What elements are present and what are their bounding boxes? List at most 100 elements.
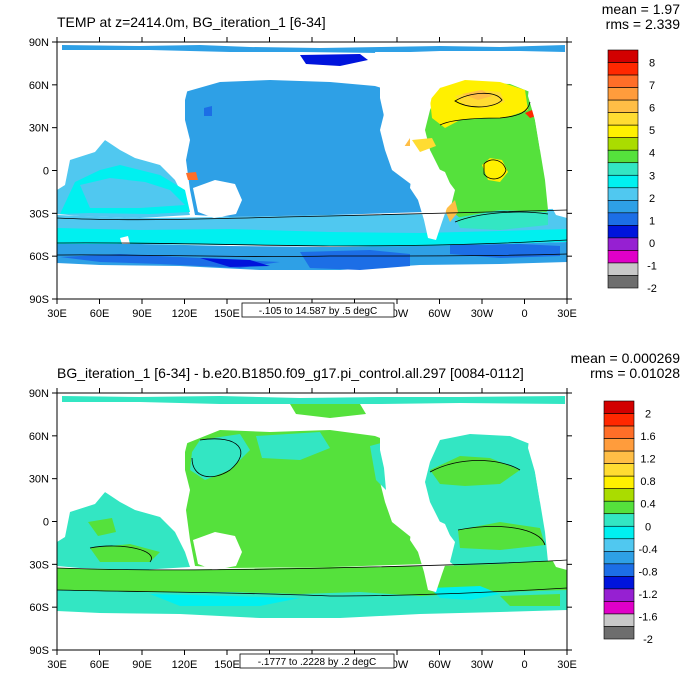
top-colorbar-swatch: [607, 87, 639, 101]
bottom-contour-line-3: [429, 460, 521, 473]
top-colorbar-label: 4: [649, 148, 655, 160]
bottom-lon-label: 0: [521, 659, 527, 671]
bottom-colorbar-swatch: [603, 513, 635, 527]
bottom-contour-line-1: [57, 587, 567, 597]
top-colorbar-label: -1: [647, 260, 657, 272]
top-colorbar-swatch: [607, 275, 639, 289]
bottom-land-australia: [193, 532, 242, 570]
bottom-land-greenland: [440, 404, 500, 432]
top-colorbar-swatch: [607, 250, 639, 264]
top-blue-spot-okhotsk: [204, 106, 212, 116]
top-rms-label: rms = 2.339: [606, 16, 681, 32]
bottom-lon-label: 30E: [557, 659, 577, 671]
bottom-panel-title: BG_iteration_1 [6-34] - b.e20.B1850.f09_…: [57, 365, 524, 381]
bottom-colorbar-swatch: [603, 563, 635, 577]
top-colorbar-swatch: [607, 200, 639, 214]
top-colorbar-label: 8: [649, 58, 655, 70]
bottom-southern-ocean-cool-2: [150, 594, 300, 606]
top-colorbar-swatch: [607, 225, 639, 239]
bottom-colorbar-swatch: [603, 400, 635, 414]
top-colorbar-swatch: [607, 162, 639, 176]
bottom-southern-ocean-green-1: [500, 594, 560, 606]
top-arctic-ocean: [62, 45, 565, 53]
bottom-lon-label: 150E: [214, 659, 240, 671]
top-atlantic-yellow-gulf: [412, 138, 436, 152]
bottom-colorbar-label: 0: [645, 521, 651, 533]
bottom-arctic-north: [290, 404, 366, 418]
top-land-eurasia-1: [57, 52, 190, 158]
bottom-lon-label: 30E: [47, 659, 67, 671]
top-colorbar-label: 2: [649, 193, 655, 205]
top-lon-label: 30E: [47, 308, 67, 320]
bottom-lon-label: 60E: [90, 659, 110, 671]
bottom-range-label: -.1777 to .2228 by .2 degC: [258, 657, 376, 668]
bottom-lon-label: 30W: [471, 659, 494, 671]
bottom-colorbar-label: -0.4: [639, 544, 658, 556]
top-colorbar-swatch: [607, 237, 639, 251]
bottom-colorbar-label: -1.6: [639, 611, 658, 623]
top-colorbar-swatch: [607, 112, 639, 126]
top-colorbar-swatch: [607, 99, 639, 113]
bottom-land-eurasia-1: [57, 404, 190, 510]
bottom-indian-ocean-green-1: [90, 544, 160, 562]
bottom-land-south-america: [410, 517, 452, 592]
top-map-field: [57, 42, 567, 299]
top-colorbar-label: 5: [649, 125, 655, 137]
top-land-north-america: [375, 52, 440, 158]
top-colorbar-swatch: [607, 74, 639, 88]
top-indian-ocean-inner: [80, 178, 185, 208]
bottom-colorbar-swatch: [603, 450, 635, 464]
bottom-colorbar-swatch: [603, 551, 635, 565]
top-arctic-blue-patch: [300, 54, 368, 66]
bottom-lat-label: 60S: [29, 602, 49, 614]
top-colorbar-label: 1: [649, 215, 655, 227]
bottom-lat-label: 0: [43, 517, 49, 529]
top-lat-label: 90S: [29, 294, 49, 306]
top-range-label: -.105 to 14.587 by .5 degC: [259, 306, 377, 317]
top-contour-line-1: [57, 209, 567, 221]
top-lon-label: 30E: [557, 308, 577, 320]
top-lon-label: 150E: [214, 308, 240, 320]
bottom-map-field: [57, 393, 567, 650]
top-lon-label: 120E: [172, 308, 198, 320]
bottom-land-antarctica: [57, 621, 567, 650]
bottom-colorbar-swatch: [603, 438, 635, 452]
top-atlantic-orange: [462, 90, 492, 100]
bottom-land-eurasia-2: [520, 404, 567, 502]
top-southern-ocean-dark-3: [200, 258, 270, 267]
bottom-colorbar-swatch: [603, 488, 635, 502]
bottom-colorbar-swatch: [603, 475, 635, 489]
top-colorbar-label: 0: [649, 238, 655, 250]
top-pacific-ocean: [185, 80, 425, 217]
bottom-colorbar-swatch: [603, 500, 635, 515]
bottom-colorbar-swatch: [603, 538, 635, 552]
bottom-colorbar-label: 0.4: [640, 499, 655, 511]
bottom-mean-label: mean = 0.000269: [571, 350, 681, 366]
top-orange-spot-indonesia: [186, 172, 198, 180]
bottom-colorbar-swatch: [603, 576, 635, 590]
bottom-lat-label: 90N: [29, 388, 49, 400]
top-southern-ocean-band-2: [57, 228, 567, 247]
top-colorbar-swatch: [607, 62, 639, 76]
top-lon-label: 60W: [428, 308, 451, 320]
bottom-colorbar-label: 1.2: [640, 454, 655, 466]
top-contour-line-6: [483, 159, 507, 180]
bottom-colorbar-swatch: [603, 626, 635, 640]
bottom-indian-ocean-green-2: [88, 518, 116, 536]
top-land-antarctica: [57, 270, 567, 299]
bottom-lon-label: 60W: [428, 659, 451, 671]
top-land-africa: [548, 140, 567, 218]
top-colorbar-swatch: [607, 49, 639, 63]
bottom-colorbar-label: 1.6: [640, 431, 655, 443]
bottom-contour-line-4: [457, 526, 546, 546]
top-land-greenland: [440, 52, 500, 80]
top-contour-line-7: [454, 211, 549, 223]
top-land-island: [120, 236, 130, 244]
top-range-box: [241, 302, 395, 318]
top-panel-title: TEMP at z=2414.0m, BG_iteration_1 [6-34]: [57, 14, 326, 30]
bottom-range-box: [239, 653, 395, 669]
top-colorbar-swatch: [607, 137, 639, 151]
top-colorbar-label: 6: [649, 103, 655, 115]
top-colorbar-label: -2: [647, 283, 657, 295]
bottom-pacific-cool-north: [190, 434, 250, 480]
